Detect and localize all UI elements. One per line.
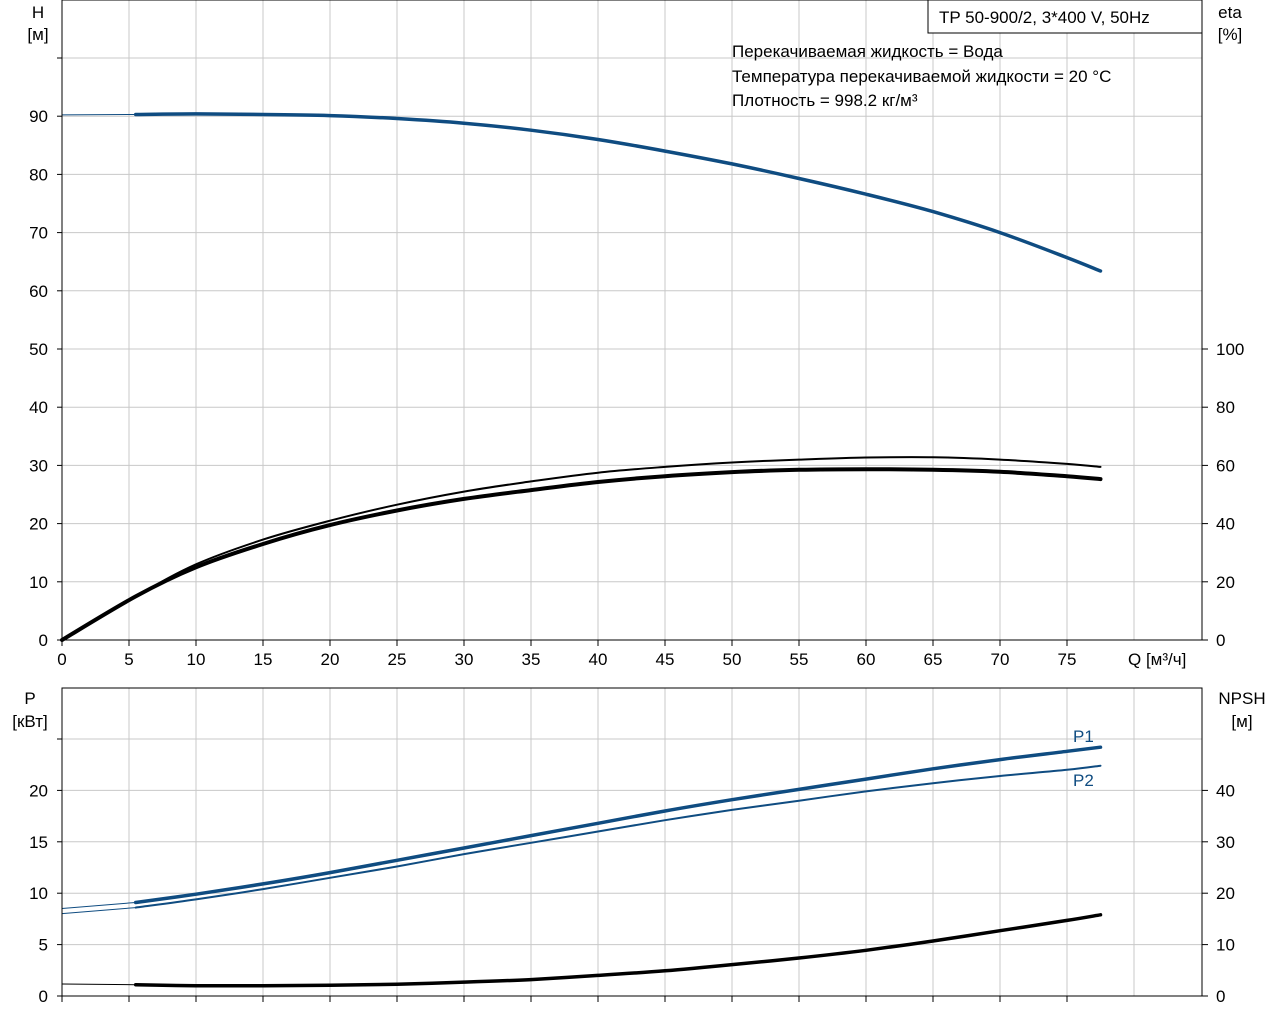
top-right-tick-label: 100	[1216, 340, 1244, 359]
bottom-series-2-lead	[61, 983, 136, 986]
x-tick-label: 55	[790, 650, 809, 669]
x-tick-label: 10	[187, 650, 206, 669]
top-series-1-curve	[61, 456, 1102, 641]
info-density: Плотность = 998.2 кг/м³	[732, 91, 918, 110]
p1-curve-label: P1	[1073, 727, 1094, 746]
x-tick-label: 40	[589, 650, 608, 669]
p-axis-unit: [кВт]	[12, 712, 47, 731]
bottom-right-tick-label: 30	[1216, 833, 1235, 852]
top-left-tick-label: 60	[29, 282, 48, 301]
top-plot-frame	[61, 0, 1203, 641]
bottom-series-1-lead	[61, 907, 136, 915]
top-grid	[62, 0, 1202, 640]
bottom-right-tick-label: 0	[1216, 987, 1225, 1006]
bottom-series-2-curve	[133, 913, 1103, 988]
x-tick-label: 5	[124, 650, 133, 669]
bottom-left-tick-label: 10	[29, 884, 48, 903]
top-left-tick-label: 0	[39, 631, 48, 650]
npsh-axis-title: NPSH	[1218, 689, 1265, 708]
info-temperature: Температура перекачиваемой жидкости = 20…	[732, 67, 1111, 86]
top-series-0-curve	[133, 112, 1103, 273]
bottom-right-tick-label: 40	[1216, 781, 1235, 800]
top-right-tick-label: 0	[1216, 631, 1225, 650]
p-axis-title: P	[24, 689, 35, 708]
h-axis-unit: [м]	[27, 25, 48, 44]
top-left-tick-label: 40	[29, 398, 48, 417]
top-left-tick-label: 80	[29, 165, 48, 184]
bottom-grid	[62, 688, 1202, 996]
top-series-2-curve	[60, 467, 1103, 642]
top-right-tick-label: 60	[1216, 456, 1235, 475]
x-tick-label: 15	[254, 650, 273, 669]
top-tick-labels: 0 10 20 30 40 50 60 70 80 90 0 20 40 60 80 100 0 5 10 15 20 2…	[29, 57, 1244, 669]
x-tick-label: 60	[857, 650, 876, 669]
top-curves	[60, 112, 1103, 642]
top-left-tick-label: 20	[29, 515, 48, 534]
top-right-tick-label: 40	[1216, 515, 1235, 534]
bottom-series-p2-curve	[134, 764, 1102, 909]
eta-axis-title: eta	[1218, 3, 1242, 22]
h-axis-title: H	[32, 3, 44, 22]
x-tick-label: 30	[455, 650, 474, 669]
x-tick-label: 25	[388, 650, 407, 669]
p2-curve-label: P2	[1073, 771, 1094, 790]
x-tick-label: 70	[991, 650, 1010, 669]
top-left-tick-label: 50	[29, 340, 48, 359]
top-left-tick-label: 90	[29, 107, 48, 126]
top-left-tick-label: 70	[29, 224, 48, 243]
eta-axis-unit: [%]	[1218, 25, 1243, 44]
bottom-left-tick-label: 20	[29, 781, 48, 800]
model-box	[927, 0, 1203, 34]
q-axis-title: Q [м³/ч]	[1128, 650, 1186, 669]
bottom-right-tick-label: 10	[1216, 936, 1235, 955]
bottom-left-tick-label: 0	[39, 987, 48, 1006]
top-left-tick-label: 30	[29, 456, 48, 475]
npsh-axis-unit: [м]	[1231, 712, 1252, 731]
x-tick-label: 50	[723, 650, 742, 669]
top-right-tick-label: 20	[1216, 573, 1235, 592]
x-tick-label: 45	[656, 650, 675, 669]
top-right-tick-label: 80	[1216, 398, 1235, 417]
bottom-right-tick-label: 20	[1216, 884, 1235, 903]
bottom-tick-labels: 0 5 10 15 20 0 10 20 30 40	[29, 738, 1235, 1006]
info-fluid: Перекачиваемая жидкость = Вода	[732, 42, 1003, 61]
x-tick-label: 0	[57, 650, 66, 669]
bottom-left-tick-label: 5	[39, 936, 48, 955]
bottom-series-p1-curve	[133, 745, 1103, 905]
x-tick-label: 65	[924, 650, 943, 669]
bottom-series-0-lead	[61, 901, 136, 909]
x-tick-label: 35	[522, 650, 541, 669]
x-tick-label: 20	[321, 650, 340, 669]
bottom-curves	[61, 745, 1103, 988]
top-left-tick-label: 10	[29, 573, 48, 592]
bottom-left-tick-label: 15	[29, 833, 48, 852]
model-title: TP 50-900/2, 3*400 V, 50Hz	[939, 8, 1150, 27]
x-tick-label: 75	[1058, 650, 1077, 669]
